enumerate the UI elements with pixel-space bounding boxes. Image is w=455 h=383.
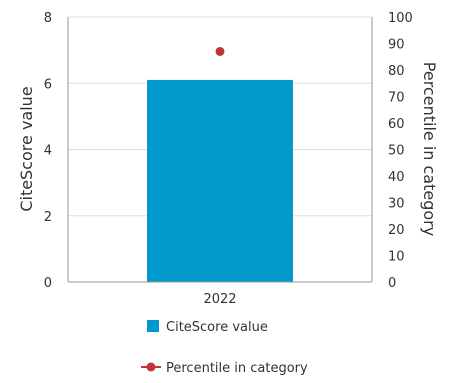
right-axis-ticks: 0 10 20 30 40 50 60 70 80 90 100 [388, 11, 413, 291]
y2-tick-label: 30 [388, 197, 405, 212]
y2-tick-label: 40 [388, 170, 405, 185]
legend-item-point: Percentile in category [141, 361, 308, 376]
axes [67, 17, 373, 283]
legend-label-point: Percentile in category [166, 361, 308, 376]
y2-tick-label: 10 [388, 250, 405, 265]
y2-tick-label: 20 [388, 223, 405, 238]
y2-axis-title: Percentile in category [420, 62, 439, 236]
legend-item-bar: CiteScore value [147, 320, 268, 335]
bar [147, 79, 293, 282]
legend-label-bar: CiteScore value [166, 320, 268, 335]
y-tick-label: 6 [44, 77, 52, 92]
y2-tick-label: 90 [388, 38, 405, 53]
left-axis-ticks: 0 2 4 6 8 [44, 11, 52, 291]
y-tick-label: 8 [44, 11, 52, 26]
x-tick-label: 2022 [203, 292, 236, 307]
point-series [215, 46, 225, 56]
y-axis-title: CiteScore value [17, 86, 36, 211]
y2-tick-label: 0 [388, 276, 396, 291]
y-tick-label: 0 [44, 276, 52, 291]
y-tick-label: 4 [44, 144, 52, 159]
y-tick-label: 2 [44, 210, 52, 225]
legend-swatch-bar [147, 320, 159, 332]
bar-series [147, 79, 293, 282]
point [215, 46, 225, 56]
y2-tick-label: 80 [388, 64, 405, 79]
y2-tick-label: 50 [388, 144, 405, 159]
y2-tick-label: 60 [388, 117, 405, 132]
y2-tick-label: 70 [388, 91, 405, 106]
y2-tick-label: 100 [388, 11, 413, 26]
x-axis-ticks: 2022 [203, 292, 236, 307]
legend-swatch-dot [146, 362, 156, 372]
